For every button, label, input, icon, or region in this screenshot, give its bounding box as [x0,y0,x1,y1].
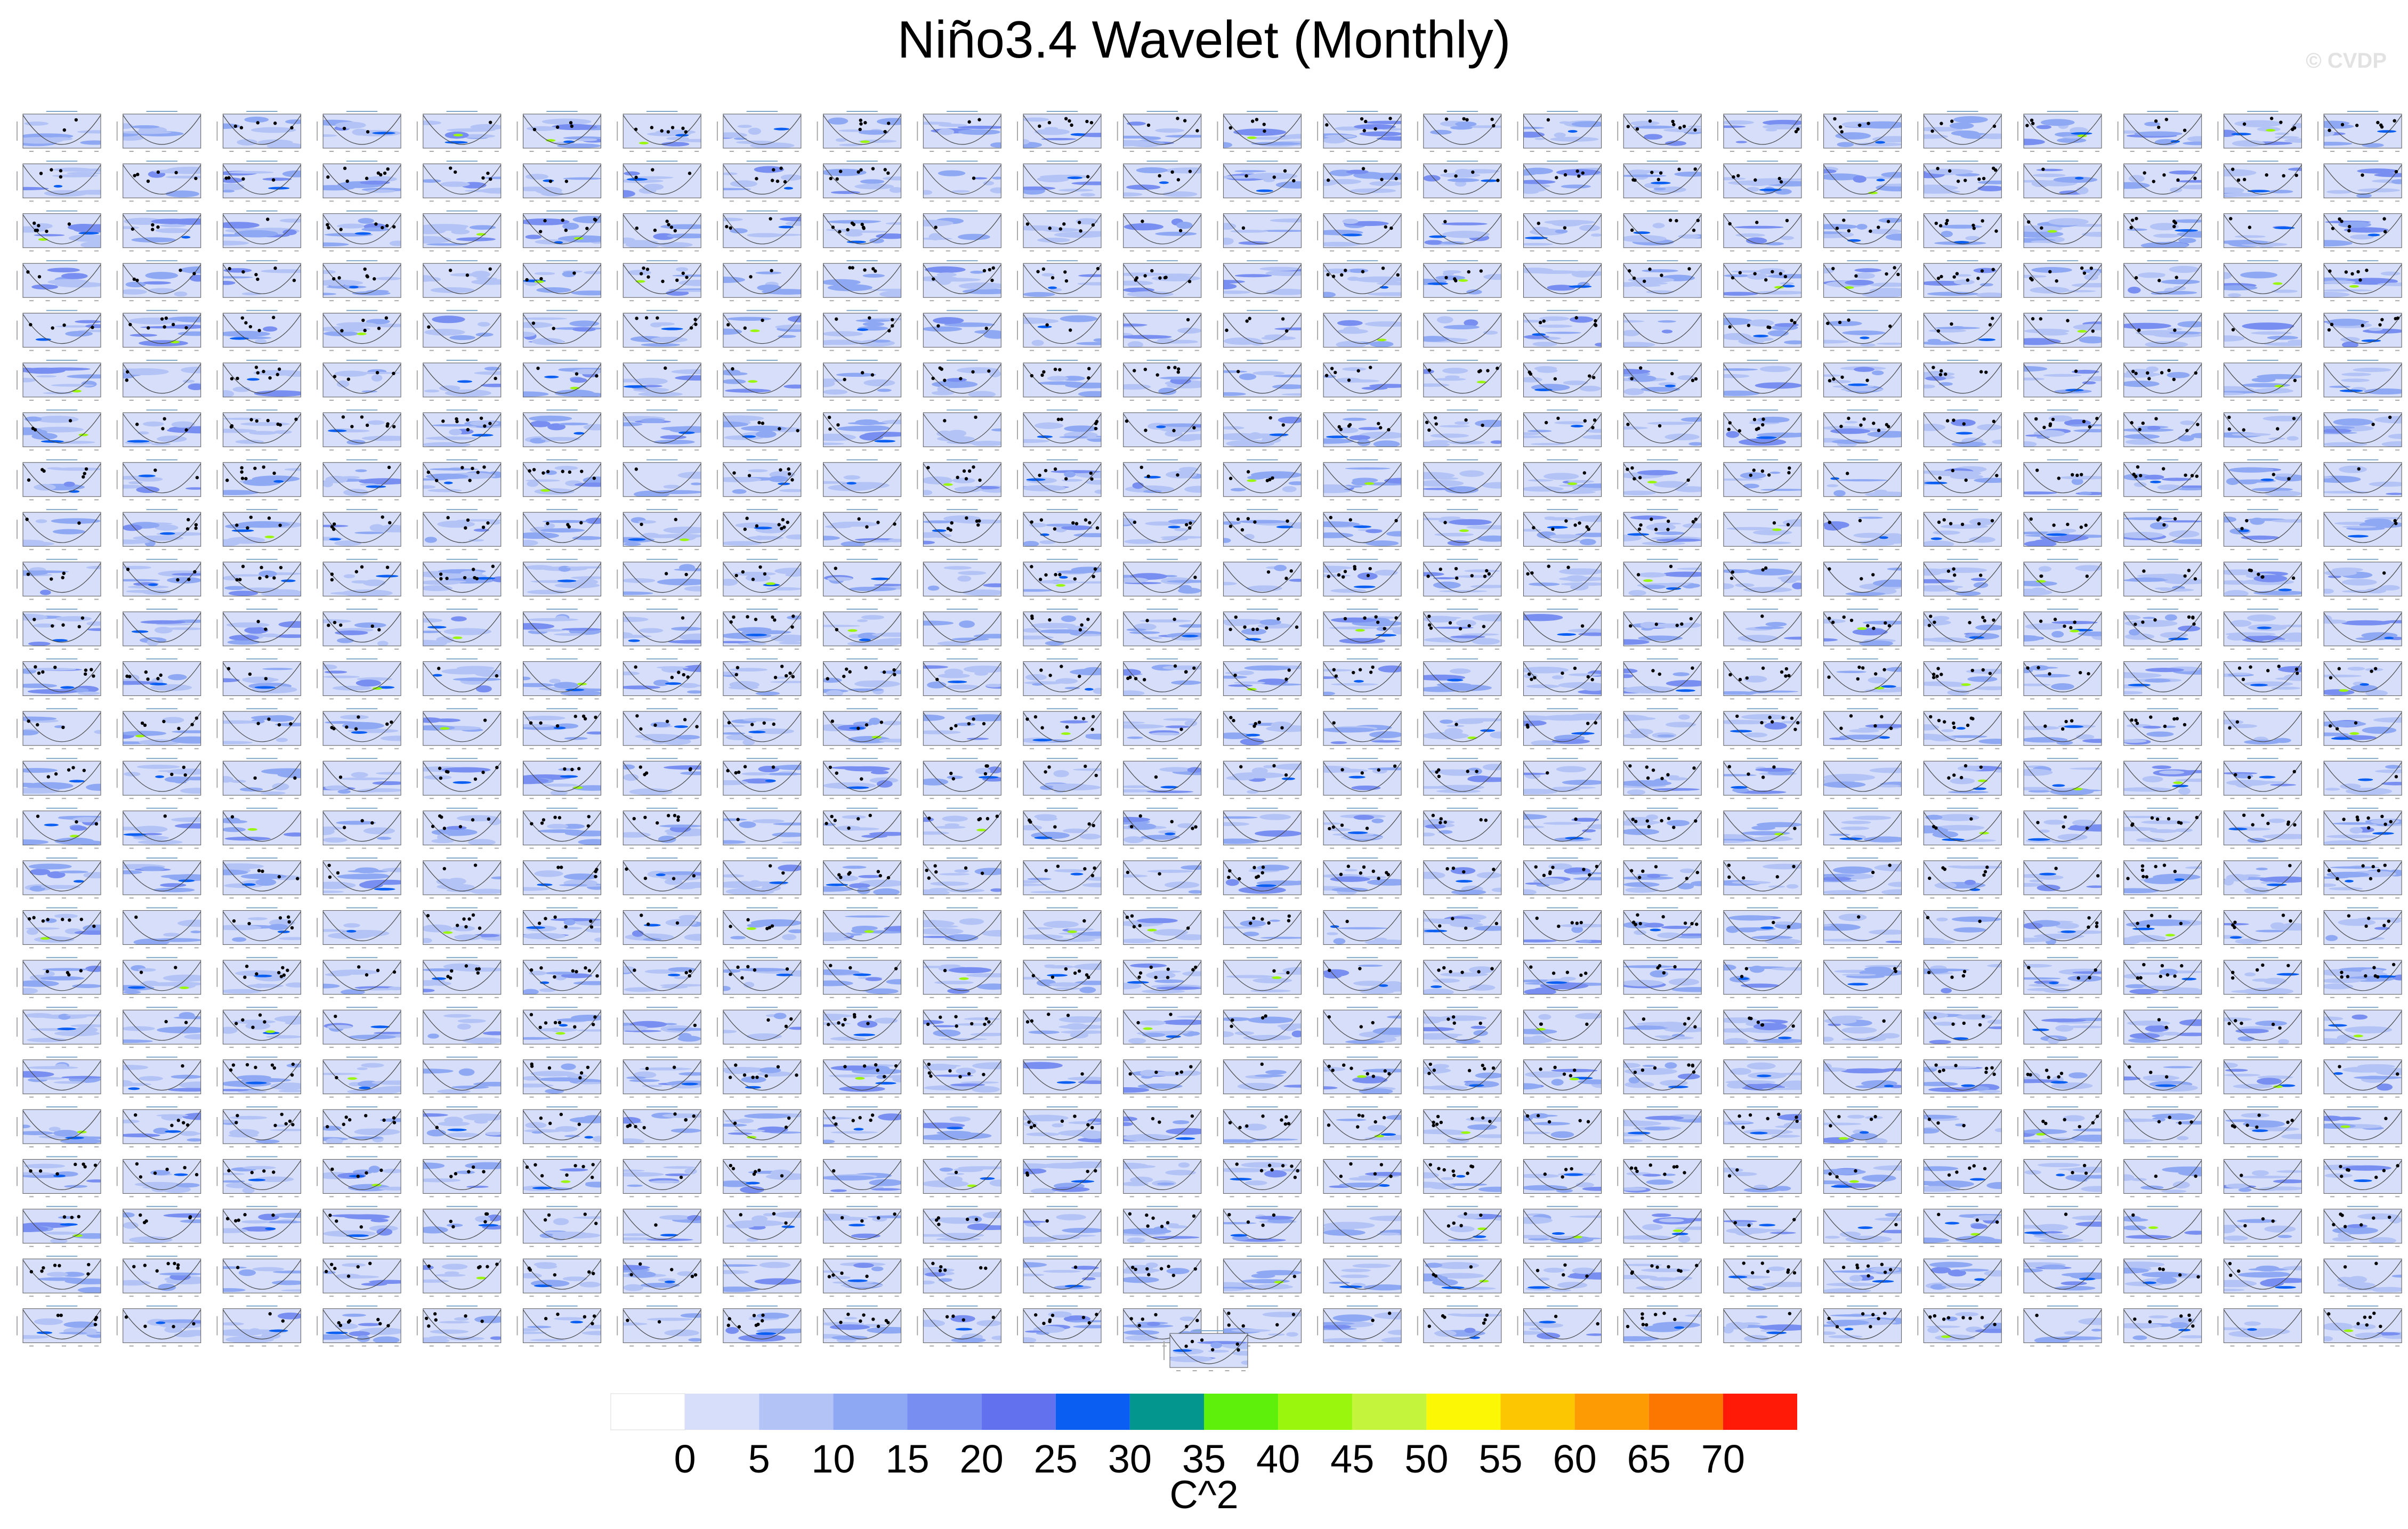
wavelet-panel [1117,160,1202,202]
wavelet-panel [416,210,502,252]
wavelet-panel [216,160,301,202]
colorbar-swatch [1723,1394,1797,1430]
wavelet-panel [1417,111,1502,152]
wavelet-panel [1317,210,1402,252]
colorbar-swatch [1500,1394,1575,1430]
wavelet-panel [516,111,601,152]
wavelet-panel [1917,111,2002,152]
colorbar-swatch [1278,1394,1353,1430]
wavelet-panel [1917,160,2002,202]
colorbar-swatch [1574,1394,1649,1430]
colorbar-swatch [833,1394,908,1430]
wavelet-panel [1217,160,1302,202]
wavelet-panel [1517,160,1602,202]
wavelet-panel [2017,111,2102,152]
wavelet-panel [317,160,401,202]
colorbar-swatch [685,1394,759,1430]
wavelet-panel [516,160,601,202]
wavelet-panel-grid [17,111,2402,1371]
wavelet-panel [716,111,802,152]
wavelet-panel [1817,160,1902,202]
wavelet-panel [817,210,902,252]
wavelet-panel [2217,111,2302,152]
wavelet-panel [116,210,201,252]
wavelet-panel [317,111,401,152]
wavelet-panel [917,111,1001,152]
wavelet-panel [1317,111,1402,152]
wavelet-panel [2017,160,2102,202]
wavelet-panel [116,160,201,202]
wavelet-panel [1417,160,1502,202]
wavelet-panel [1217,210,1302,252]
wavelet-panel [817,111,902,152]
wavelet-panel [716,210,802,252]
wavelet-panel [1117,111,1202,152]
wavelet-panel [1017,210,1102,252]
wavelet-panel [116,111,201,152]
wavelet-panel [516,210,601,252]
wavelet-panel [1017,160,1102,202]
wavelet-panel [1717,111,1802,152]
wavelet-panel [2217,160,2302,202]
colorbar-swatch [1055,1394,1130,1430]
colorbar-swatch [1426,1394,1501,1430]
wavelet-panel [716,160,802,202]
wavelet-panel [216,210,301,252]
wavelet-panel [617,111,701,152]
wavelet-panel [917,160,1001,202]
wavelet-panel [2317,160,2402,202]
colorbar-swatch [907,1394,982,1430]
wavelet-panel [617,160,701,202]
colorbar-swatch [610,1393,685,1430]
wavelet-panel [1017,111,1102,152]
wavelet-panel [17,210,101,252]
wavelet-panel [1717,160,1802,202]
wavelet-panel [1617,111,1702,152]
colorbar-swatch [759,1394,834,1430]
wavelet-panel [416,111,502,152]
wavelet-panel [416,160,502,202]
wavelet-panel [1817,111,1902,152]
cvdp-watermark: © CVDP [2306,49,2387,72]
colorbar-swatch [1352,1394,1427,1430]
wavelet-panel [2117,111,2202,152]
wavelet-panel [317,210,401,252]
colorbar-swatch [1129,1394,1204,1430]
wavelet-panel [216,111,301,152]
wavelet-panel [2317,111,2402,152]
wavelet-panel [1517,111,1602,152]
wavelet-panel [17,160,101,202]
wavelet-panel [917,210,1001,252]
wavelet-panel [1217,111,1302,152]
wavelet-panel [1317,160,1402,202]
wavelet-panel [817,160,902,202]
wavelet-panel [1617,160,1702,202]
wavelet-panel [617,210,701,252]
colorbar-label: C^2 [1169,1473,1239,1517]
colorbar-swatch [1649,1394,1723,1430]
wavelet-panel [17,111,101,152]
colorbar-swatch [1204,1394,1279,1430]
wavelet-panel [1117,210,1202,252]
chart-title: Niño3.4 Wavelet (Monthly) [897,10,1511,69]
colorbar-swatch [981,1394,1056,1430]
wavelet-panel [2117,160,2202,202]
